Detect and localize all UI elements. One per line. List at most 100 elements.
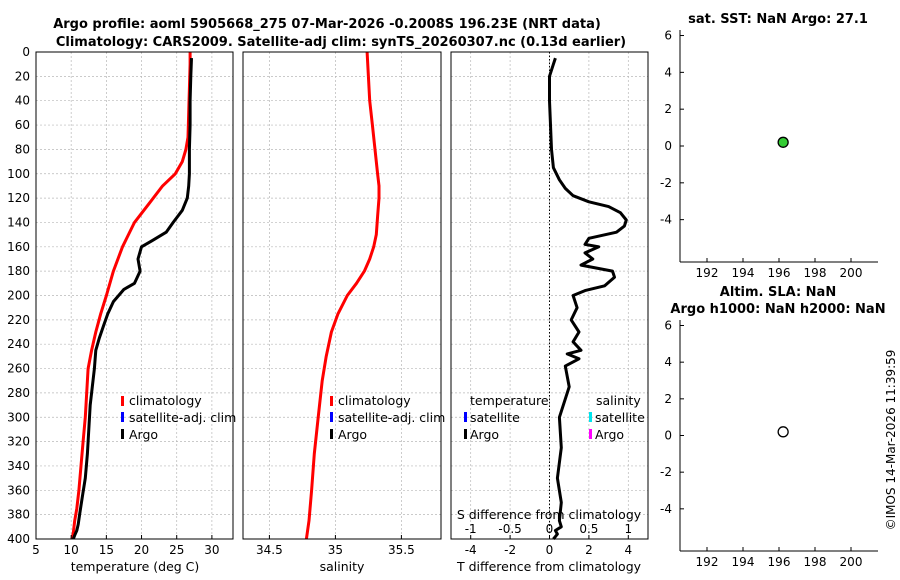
x-tick-label: 10 <box>64 543 79 557</box>
legend-swatch-satellite-salinity <box>589 412 592 422</box>
salinity-xlabel: salinity <box>320 559 365 574</box>
y-tick-label: 20 <box>15 69 30 83</box>
legend-label: Argo <box>129 427 158 442</box>
legend-swatch-satellite <box>330 412 333 422</box>
y-tick-label: 80 <box>15 142 30 156</box>
figure-title-line1: Argo profile: aoml 5905668_275 07-Mar-20… <box>53 17 601 32</box>
x-tick-label: 0 <box>546 543 554 557</box>
figure-title-line2: Climatology: CARS2009. Satellite-adj cli… <box>56 35 626 50</box>
x-tick-label: 192 <box>696 266 719 280</box>
legend-label: climatology <box>338 393 411 408</box>
x-tick-label: 198 <box>804 266 827 280</box>
y-tick-label: 180 <box>7 264 30 278</box>
y-tick-label: 120 <box>7 191 30 205</box>
series-line-argo <box>71 58 193 540</box>
x-tick-label: 200 <box>840 555 863 569</box>
y-tick-label: 6 <box>664 29 672 43</box>
y-tick-label: -2 <box>660 176 672 190</box>
salinity-legend: climatology satellite-adj. clim Argo <box>330 393 445 442</box>
x-tick-label-top: -0.5 <box>498 522 521 536</box>
legend-label: satellite-adj. clim <box>129 410 236 425</box>
x-tick-label: 20 <box>134 543 149 557</box>
x-tick-label: 15 <box>99 543 114 557</box>
sla-panel-subtitle: Argo h1000: NaN h2000: NaN <box>670 302 885 317</box>
y-tick-label: 360 <box>7 483 30 497</box>
axes-frame <box>35 51 234 540</box>
y-tick-label: 240 <box>7 337 30 351</box>
temperature-xlabel: temperature (deg C) <box>71 559 200 574</box>
x-tick-label: -2 <box>504 543 516 557</box>
y-tick-label: 260 <box>7 362 30 376</box>
y-tick-label: -4 <box>660 213 672 227</box>
y-tick-label: 160 <box>7 240 30 254</box>
difference-legend: temperature satellite Argo salinity sate… <box>464 393 645 442</box>
y-tick-label: 4 <box>664 355 672 369</box>
axes-frame <box>242 51 442 540</box>
x-tick-label: 25 <box>169 543 184 557</box>
y-tick-label: 320 <box>7 435 30 449</box>
sst-panel-title: sat. SST: NaN Argo: 27.1 <box>688 12 868 27</box>
y-tick-label: 6 <box>664 319 672 333</box>
legend-label: Argo <box>338 427 367 442</box>
y-tick-label: 0 <box>664 139 672 153</box>
legend-swatch-argo-salinity <box>589 429 592 439</box>
y-tick-label: 280 <box>7 386 30 400</box>
legend-label: satellite-adj. clim <box>338 410 445 425</box>
x-tick-label: 200 <box>840 266 863 280</box>
x-tick-label: -4 <box>465 543 477 557</box>
y-tick-label: 220 <box>7 313 30 327</box>
series-line-climatology <box>70 52 192 540</box>
series-line-argo <box>548 57 628 540</box>
legend-label: satellite <box>470 410 520 425</box>
x-tick-label: 34.5 <box>256 543 283 557</box>
x-tick-label: 194 <box>732 555 755 569</box>
salinity-panel: 34.5 35 35.5 <box>242 51 442 557</box>
temperature-panel: 5 10 15 20 25 3002040608010012014016018020022… <box>7 45 234 557</box>
x-tick-label: 196 <box>768 266 791 280</box>
temperature-legend: climatology satellite-adj. clim Argo <box>121 393 236 442</box>
x-tick-label-top: 0 <box>546 522 554 536</box>
y-tick-label: 140 <box>7 215 30 229</box>
x-tick-label: 30 <box>204 543 219 557</box>
difference-xlabel-top: S difference from climatology <box>457 507 642 522</box>
legend-label: Argo <box>595 427 624 442</box>
footer-timestamp: ©IMOS 14-Mar-2026 11:39:59 <box>884 350 898 531</box>
sla-panel-title: Altim. SLA: NaN <box>720 285 836 300</box>
sla-map-panel: -4 -2 0 2 4 6 192 194 196 198 200 <box>660 319 878 569</box>
y-tick-label: 0 <box>22 45 30 59</box>
argo-position-marker-hollow <box>777 426 789 438</box>
legend-title-temperature: temperature <box>470 393 549 408</box>
x-tick-label: 2 <box>585 543 593 557</box>
x-tick-label: 4 <box>624 543 632 557</box>
legend-swatch-argo <box>330 429 333 439</box>
difference-xlabel: T difference from climatology <box>456 559 642 574</box>
x-tick-label-top: 0.5 <box>579 522 598 536</box>
legend-label: Argo <box>470 427 499 442</box>
y-tick-label: 100 <box>7 167 30 181</box>
legend-swatch-argo <box>121 429 124 439</box>
argo-position-marker <box>777 136 789 148</box>
y-tick-label: 40 <box>15 94 30 108</box>
x-tick-label: 198 <box>804 555 827 569</box>
sst-map-panel: -4 -2 0 2 4 6 192 194 196 198 200 <box>660 29 878 280</box>
legend-title-salinity: salinity <box>596 393 641 408</box>
legend-swatch-argo <box>464 429 467 439</box>
legend-swatch-satellite <box>121 412 124 422</box>
series-line-climatology <box>304 51 381 540</box>
x-tick-label: 192 <box>696 555 719 569</box>
y-tick-label: 380 <box>7 508 30 522</box>
x-tick-label: 194 <box>732 266 755 280</box>
y-tick-label: 2 <box>664 102 672 116</box>
x-tick-label: 35 <box>328 543 343 557</box>
y-tick-label: 60 <box>15 118 30 132</box>
y-tick-label: -4 <box>660 502 672 516</box>
difference-panel: -4 -2 0 2 4 -1 -0.5 0 0.5 1 <box>450 51 649 557</box>
y-tick-label: 340 <box>7 459 30 473</box>
y-tick-label: 2 <box>664 392 672 406</box>
x-tick-label: 196 <box>768 555 791 569</box>
legend-label: satellite <box>595 410 645 425</box>
y-tick-label: -2 <box>660 465 672 479</box>
x-tick-label-top: 1 <box>624 522 632 536</box>
y-tick-label: 200 <box>7 289 30 303</box>
